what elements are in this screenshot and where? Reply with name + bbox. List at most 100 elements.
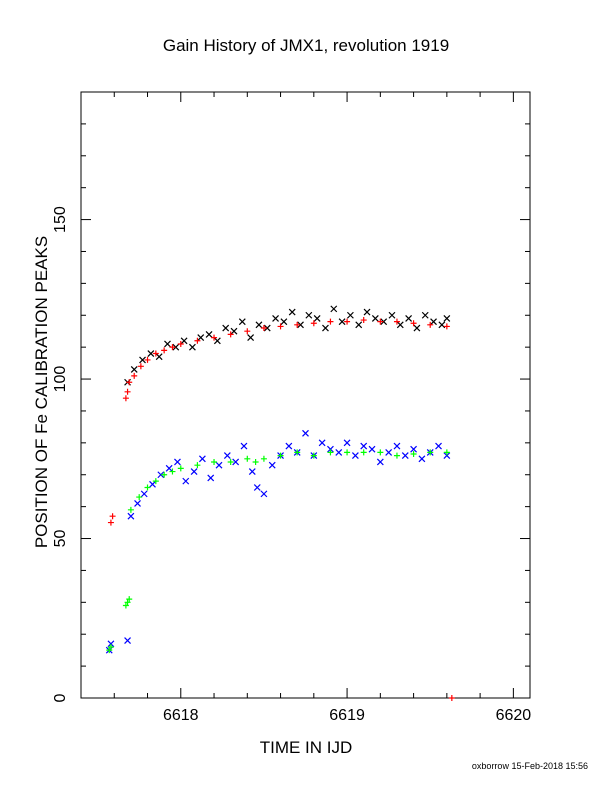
cross-point bbox=[302, 429, 309, 437]
plus-point bbox=[277, 452, 284, 459]
point-glyph bbox=[260, 325, 267, 332]
cross-point bbox=[140, 490, 148, 498]
cross-point bbox=[351, 452, 359, 460]
point-glyph bbox=[260, 490, 268, 498]
cross-point bbox=[205, 330, 213, 338]
point-glyph bbox=[277, 452, 284, 459]
point-glyph bbox=[305, 311, 313, 319]
plus-point bbox=[107, 519, 114, 526]
plus-point bbox=[107, 643, 114, 650]
cross-point bbox=[263, 324, 271, 332]
plus-point bbox=[260, 455, 267, 462]
point-glyph bbox=[127, 506, 134, 513]
cross-point bbox=[165, 464, 173, 472]
plus-point bbox=[161, 471, 168, 478]
plus-point bbox=[122, 395, 129, 402]
plus-point bbox=[427, 321, 434, 328]
plus-point bbox=[194, 462, 201, 469]
cross-point bbox=[363, 308, 371, 316]
plus-point bbox=[124, 599, 131, 606]
plus-point bbox=[260, 325, 267, 332]
plus-point bbox=[227, 331, 234, 338]
point-glyph bbox=[147, 350, 155, 357]
point-glyph bbox=[248, 468, 256, 475]
point-glyph bbox=[188, 343, 196, 351]
chart-title: Gain History of JMX1, revolution 1919 bbox=[162, 36, 450, 55]
point-glyph bbox=[371, 315, 379, 322]
cross-point bbox=[198, 455, 206, 463]
point-glyph bbox=[377, 318, 384, 325]
plus-point bbox=[377, 318, 384, 325]
point-glyph bbox=[126, 596, 133, 603]
point-glyph bbox=[107, 640, 115, 648]
point-glyph bbox=[194, 462, 201, 469]
plus-point bbox=[131, 372, 138, 379]
point-glyph bbox=[405, 315, 413, 322]
point-glyph bbox=[376, 458, 384, 466]
point-glyph bbox=[346, 311, 354, 319]
plus-point bbox=[194, 337, 201, 344]
y-tick-label: 0 bbox=[52, 693, 69, 702]
cross-point bbox=[134, 500, 141, 507]
point-glyph bbox=[272, 315, 279, 322]
point-glyph bbox=[227, 458, 234, 465]
cross-point bbox=[338, 318, 346, 326]
cross-point bbox=[272, 315, 279, 322]
point-glyph bbox=[134, 500, 141, 507]
point-glyph bbox=[244, 328, 251, 335]
point-glyph bbox=[177, 340, 184, 347]
point-glyph bbox=[427, 449, 434, 456]
plus-point bbox=[310, 452, 317, 459]
point-glyph bbox=[396, 321, 404, 329]
cross-point bbox=[396, 321, 404, 329]
cross-point bbox=[288, 308, 296, 316]
cross-point bbox=[380, 318, 388, 326]
point-glyph bbox=[385, 448, 393, 456]
point-glyph bbox=[137, 363, 144, 370]
point-glyph bbox=[165, 464, 173, 472]
point-glyph bbox=[313, 315, 321, 322]
point-glyph bbox=[161, 347, 168, 354]
plus-point bbox=[136, 494, 143, 501]
cross-point bbox=[376, 458, 384, 466]
cross-point bbox=[410, 445, 418, 453]
cross-point bbox=[430, 318, 437, 326]
cross-point bbox=[180, 337, 188, 345]
cross-point bbox=[421, 311, 429, 319]
plus-point bbox=[393, 452, 400, 459]
plus-point bbox=[443, 449, 450, 456]
point-glyph bbox=[180, 337, 188, 345]
cross-point bbox=[313, 315, 321, 322]
cross-point bbox=[305, 311, 313, 319]
point-glyph bbox=[152, 478, 159, 485]
cross-point bbox=[330, 305, 338, 313]
point-glyph bbox=[152, 350, 159, 357]
point-glyph bbox=[310, 452, 317, 459]
point-glyph bbox=[107, 519, 114, 526]
point-glyph bbox=[288, 308, 296, 316]
cross-point bbox=[240, 442, 248, 450]
cross-point bbox=[107, 640, 115, 648]
x-tick-label: 6618 bbox=[163, 707, 199, 724]
cross-point bbox=[418, 455, 426, 463]
plus-point bbox=[327, 318, 334, 325]
point-glyph bbox=[427, 321, 434, 328]
point-glyph bbox=[227, 331, 234, 338]
point-glyph bbox=[401, 452, 409, 460]
cross-point bbox=[355, 321, 363, 329]
point-glyph bbox=[122, 395, 129, 402]
cross-point bbox=[346, 311, 354, 319]
cross-point bbox=[149, 480, 156, 488]
plus-point bbox=[152, 350, 159, 357]
cross-point bbox=[188, 343, 196, 351]
plus-point bbox=[277, 323, 284, 330]
cross-point bbox=[248, 468, 256, 475]
point-glyph bbox=[198, 455, 206, 463]
point-glyph bbox=[247, 334, 255, 342]
plus-point bbox=[126, 379, 133, 386]
plus-point bbox=[126, 596, 133, 603]
point-glyph bbox=[360, 449, 367, 456]
y-tick-label: 100 bbox=[52, 366, 69, 393]
point-glyph bbox=[124, 388, 131, 395]
